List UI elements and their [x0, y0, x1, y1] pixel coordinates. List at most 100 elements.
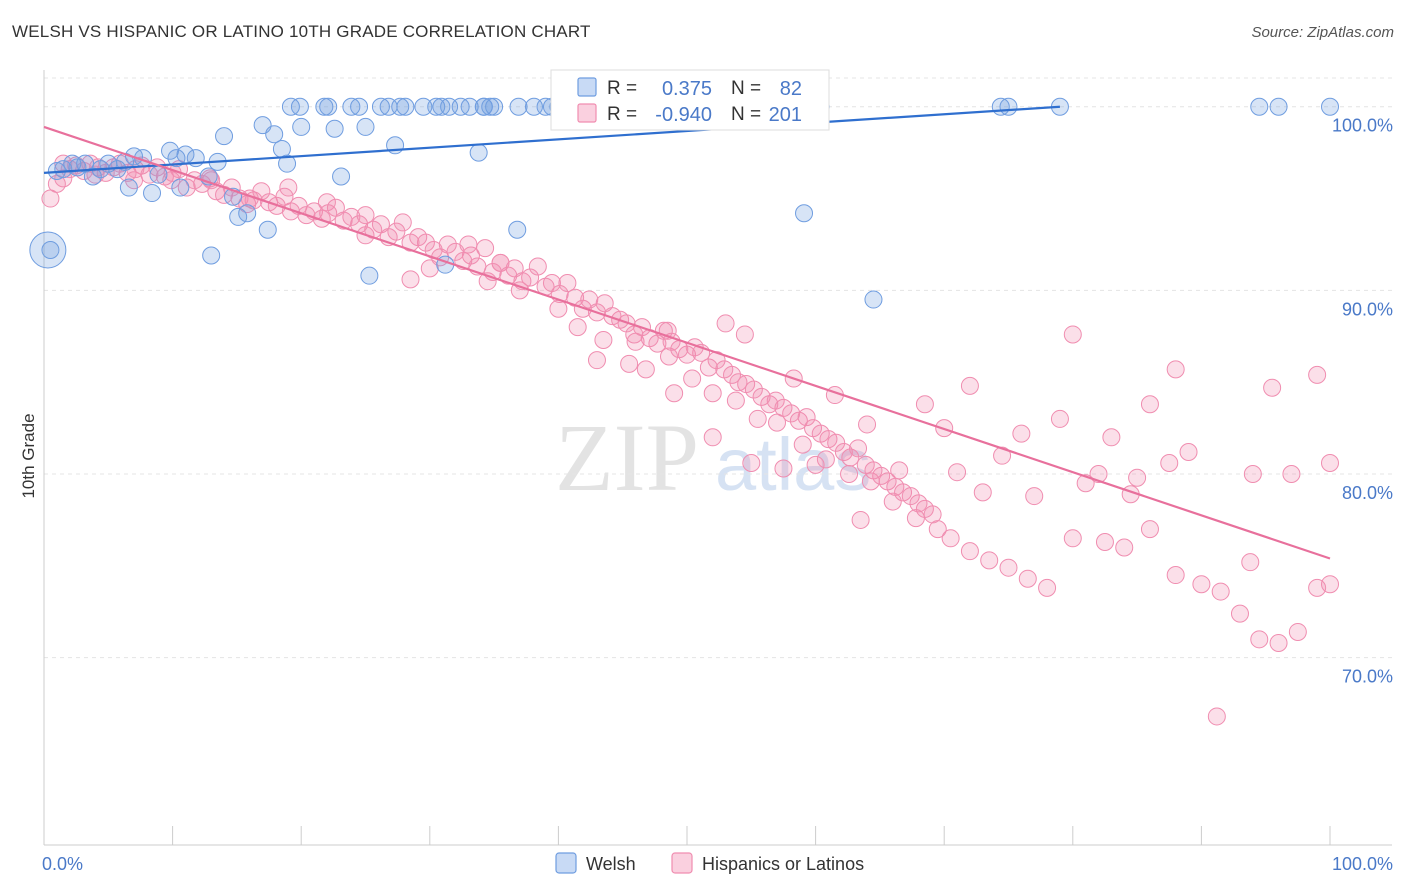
- point-welsh: [342, 97, 361, 116]
- point-hispanic: [716, 314, 735, 333]
- point-hispanic: [420, 259, 439, 278]
- stats-n-label-hispanic: N =: [731, 104, 761, 125]
- point-hispanic: [1308, 578, 1327, 597]
- point-hispanic: [558, 274, 577, 293]
- point-welsh: [332, 167, 351, 186]
- trend-line-welsh: [43, 105, 1061, 174]
- stats-n-value-welsh: 82: [780, 78, 802, 100]
- point-hispanic: [1140, 520, 1159, 539]
- point-hispanic: [729, 373, 748, 392]
- point-hispanic: [387, 222, 406, 241]
- point-welsh: [238, 204, 257, 223]
- point-hispanic: [901, 487, 920, 506]
- point-hispanic: [1063, 325, 1082, 344]
- y-axis-label: 10th Grade: [19, 413, 38, 498]
- point-hispanic: [594, 330, 613, 349]
- point-welsh: [864, 290, 883, 309]
- point-hispanic: [993, 446, 1012, 465]
- point-welsh: [1269, 97, 1288, 116]
- point-hispanic: [401, 270, 420, 289]
- point-welsh: [391, 97, 410, 116]
- point-hispanic: [941, 529, 960, 548]
- x-tick-label-max: 100.0%: [1332, 854, 1393, 874]
- point-hispanic: [1241, 553, 1260, 572]
- point-welsh: [41, 240, 60, 259]
- point-hispanic: [1102, 428, 1121, 447]
- point-hispanic: [766, 391, 785, 410]
- point-hispanic: [752, 387, 771, 406]
- point-hispanic: [980, 551, 999, 570]
- point-hispanic: [915, 395, 934, 414]
- point-welsh: [427, 97, 446, 116]
- point-welsh: [265, 125, 284, 144]
- point-hispanic: [816, 450, 835, 469]
- point-hispanic: [659, 347, 678, 366]
- point-hispanic: [416, 233, 435, 252]
- point-hispanic: [774, 459, 793, 478]
- point-hispanic: [840, 465, 859, 484]
- legend-swatch-hispanic: [671, 852, 693, 874]
- point-welsh: [360, 266, 379, 285]
- point-hispanic: [851, 510, 870, 529]
- point-hispanic: [1308, 365, 1327, 384]
- point-welsh: [202, 246, 221, 265]
- point-welsh: [215, 127, 234, 146]
- scatter-points: [29, 97, 1339, 726]
- point-hispanic: [723, 365, 742, 384]
- point-hispanic: [279, 178, 298, 197]
- point-welsh: [161, 141, 180, 160]
- point-hispanic: [928, 520, 947, 539]
- point-hispanic: [317, 193, 336, 212]
- stats-legend-swatch-welsh: [577, 77, 597, 97]
- point-hispanic: [806, 455, 825, 474]
- point-hispanic: [678, 345, 696, 364]
- point-hispanic: [177, 178, 196, 197]
- point-hispanic: [1018, 569, 1037, 588]
- stats-r-value-welsh: 0.375: [662, 78, 712, 100]
- point-hispanic: [438, 235, 457, 254]
- point-hispanic: [858, 415, 877, 434]
- point-welsh: [149, 165, 168, 184]
- point-hispanic: [54, 169, 73, 188]
- point-hispanic: [528, 257, 547, 276]
- point-welsh: [396, 97, 415, 116]
- point-welsh: [432, 97, 451, 116]
- trend-lines: [43, 105, 1331, 560]
- point-welsh: [451, 97, 470, 116]
- point-hispanic: [1207, 707, 1226, 726]
- point-welsh: [292, 117, 311, 136]
- point-welsh: [356, 117, 375, 136]
- x-tick-label-min: 0.0%: [42, 854, 83, 874]
- point-welsh: [278, 154, 297, 173]
- stats-n-label-welsh: N =: [731, 78, 761, 99]
- point-hispanic: [620, 354, 639, 373]
- point-welsh: [319, 97, 338, 116]
- trend-line-hispanic: [43, 125, 1331, 560]
- point-hispanic: [890, 461, 909, 480]
- point-hispanic: [703, 428, 722, 447]
- point-hispanic: [1166, 566, 1185, 585]
- chart-title: WELSH VS HISPANIC OR LATINO 10TH GRADE C…: [12, 22, 591, 41]
- point-hispanic: [549, 299, 568, 318]
- y-tick-label: 80.0%: [1342, 483, 1393, 503]
- point-hispanic: [1263, 378, 1282, 397]
- point-welsh: [508, 220, 527, 239]
- point-welsh: [371, 97, 390, 116]
- point-hispanic: [742, 454, 761, 473]
- point-hispanic: [1179, 442, 1198, 461]
- point-welsh: [83, 167, 102, 186]
- point-hispanic: [393, 213, 412, 232]
- point-hispanic: [999, 558, 1018, 577]
- point-hispanic: [1282, 465, 1301, 484]
- point-welsh: [290, 97, 309, 116]
- point-welsh: [229, 207, 248, 226]
- chart-source: Source: ZipAtlas.com: [1251, 24, 1394, 41]
- point-hispanic: [1211, 582, 1230, 601]
- point-hispanic: [1012, 424, 1031, 443]
- point-welsh-large: [29, 231, 67, 269]
- point-hispanic: [703, 384, 722, 403]
- point-hispanic: [1038, 578, 1057, 597]
- point-hispanic: [793, 435, 812, 454]
- point-hispanic: [626, 332, 645, 351]
